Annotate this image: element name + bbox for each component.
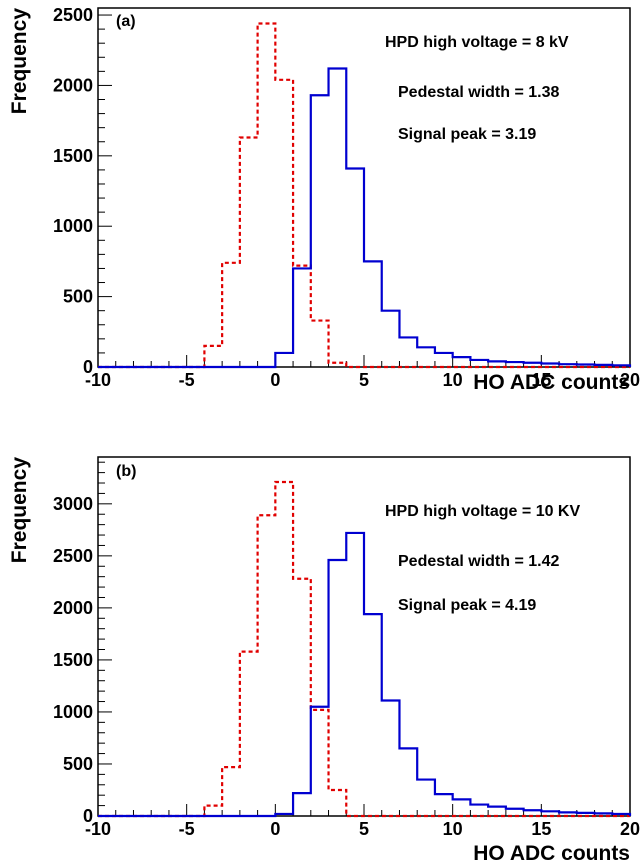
y-tick-label: 1000 [53,216,93,236]
x-axis-title: HO ADC counts [473,842,630,865]
x-tick-label: 0 [270,370,280,390]
panel-b: -10 -5 0 5 10 15 20 0 500 1000 1500 2000 2500 3000 HO … [8,456,640,865]
y-axis-title: Frequency [8,457,31,564]
x-tick-label: 10 [443,819,463,839]
y-tick-label: 1000 [53,702,93,722]
y-tick-label: 2500 [53,546,93,566]
y-tick-label: 3000 [53,494,93,514]
annotation-1: HPD high voltage = 10 KV [385,503,580,520]
x-tick-label: -10 [85,370,111,390]
annotation-2: Pedestal width = 1.42 [398,553,560,570]
y-tick-label: 2500 [53,5,93,25]
signal-histogram [98,67,632,369]
pedestal-histogram [98,22,630,369]
x-tick-label: -10 [85,819,111,839]
x-tick-label: 20 [620,370,640,390]
panel-label: (b) [116,463,136,480]
y-tick-label: 2000 [53,598,93,618]
panel-label: (a) [116,13,136,30]
y-tick-label: 0 [83,357,93,377]
y-tick-label: 0 [83,806,93,826]
panel-a: -10 -5 0 5 10 15 20 0 500 1000 1500 2000 2500 HO ADC … [8,5,640,394]
x-tick-label: -5 [179,370,195,390]
y-tick-label: 1500 [53,146,93,166]
x-tick-label: 15 [531,370,551,390]
x-axis-title: HO ADC counts [473,371,630,394]
y-tick-label: 500 [63,287,93,307]
x-tick-label: 5 [359,370,369,390]
x-tick-label: 0 [270,819,280,839]
x-tick-label: -5 [179,819,195,839]
y-axis-title: Frequency [8,8,31,115]
x-tick-label: 10 [443,370,463,390]
signal-histogram [98,531,632,818]
annotation-3: Signal peak = 3.19 [398,126,536,143]
y-tick-label: 500 [63,754,93,774]
y-tick-label: 2000 [53,75,93,95]
annotation-2: Pedestal width = 1.38 [398,84,560,101]
x-tick-label: 15 [531,819,551,839]
x-tick-label: 5 [359,819,369,839]
x-tick-label: 20 [620,819,640,839]
annotation-1: HPD high voltage = 8 kV [385,34,569,51]
y-tick-label: 1500 [53,650,93,670]
annotation-3: Signal peak = 4.19 [398,597,536,614]
